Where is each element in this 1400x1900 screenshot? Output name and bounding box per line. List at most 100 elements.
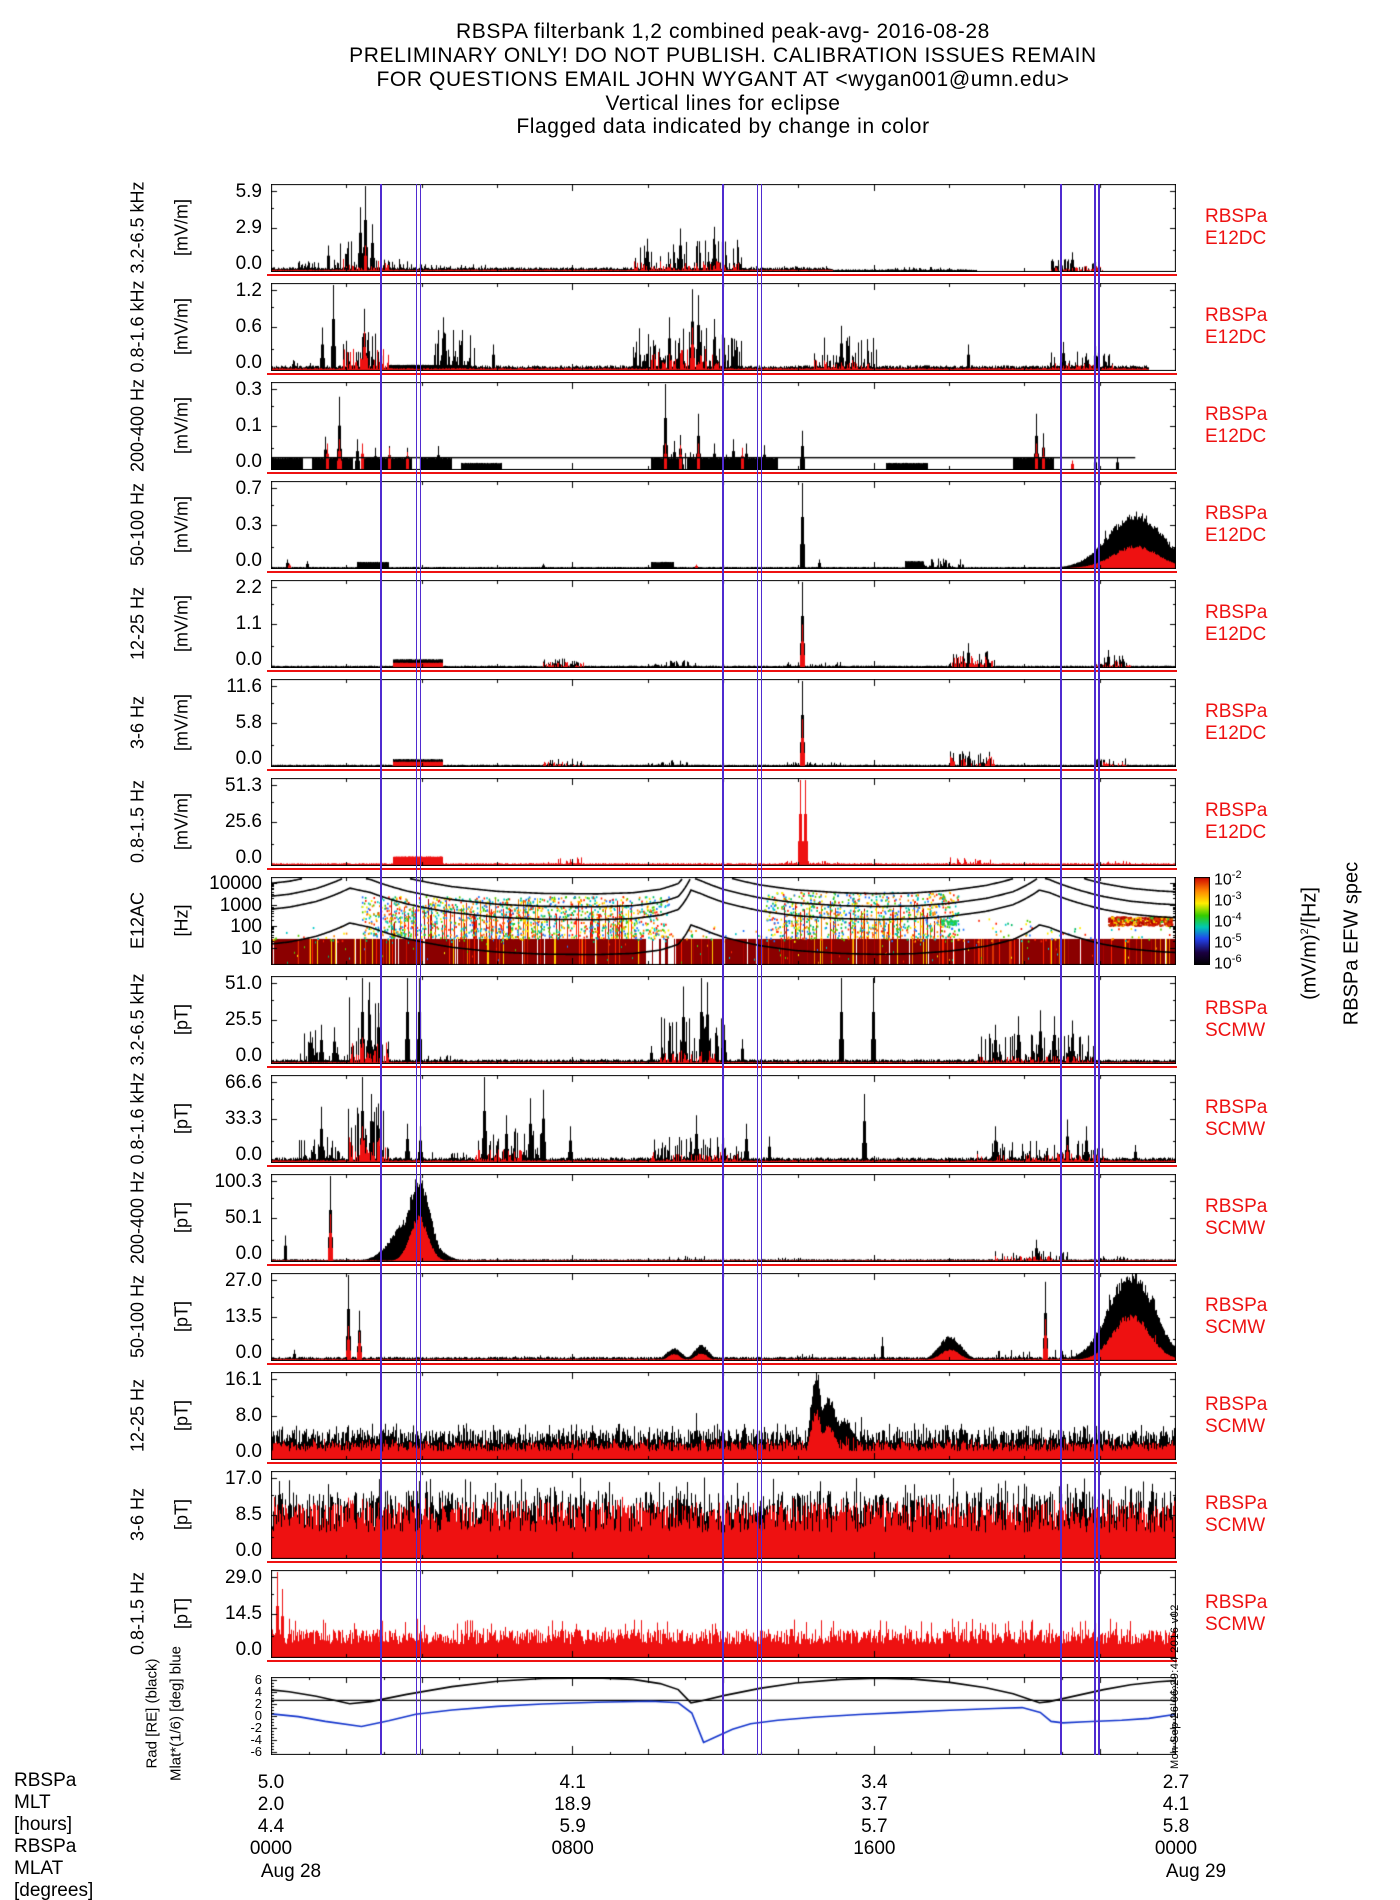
eclipse-line-3 <box>721 184 725 1755</box>
ytick-ephemeris-6: -6 <box>250 1744 262 1759</box>
ytick-e12dc-0p8-1p5-hz-0: 51.3 <box>225 775 262 796</box>
footer-row5-col4: Aug 29 <box>1165 1861 1227 1882</box>
ytick-e12dc-12-25-hz-0: 2.2 <box>235 577 262 598</box>
footer-row2-col3: 3.7 <box>861 1794 888 1815</box>
footer-row2-col1: 2.0 <box>257 1794 285 1815</box>
ytick-e12ac-spectrogram-3: 10 <box>240 937 262 959</box>
ytick-e12dc-3-6-hz-2: 0.0 <box>235 748 262 769</box>
right-label-scmw-50-100-hz: RBSPa SCMW <box>1205 1295 1268 1338</box>
eclipse-line-8 <box>1098 184 1100 1755</box>
right-label-e12dc-12-25-hz: RBSPa E12DC <box>1205 602 1268 645</box>
ytick-ephemeris-4: -2 <box>250 1720 262 1735</box>
ylabel-ephemeris-mlat: Mlat*(1/6) [deg] blue <box>167 1645 185 1782</box>
ytick-ephemeris-0: 6 <box>254 1672 262 1687</box>
ytick-e12ac-spectrogram-0: 10000 <box>209 873 262 894</box>
ytick-scmw-50-100-hz-1: 13.5 <box>225 1306 262 1327</box>
ytick-ephemeris-3: 0 <box>254 1708 262 1723</box>
right-label-scmw-3-6-hz: RBSPa SCMW <box>1205 1493 1268 1536</box>
ytick-e12dc-3-6-hz-0: 11.6 <box>226 676 262 697</box>
ytick-scmw-3-6-hz-1: 8.5 <box>235 1504 262 1525</box>
ytick-e12dc-3p2-6p5-khz-0: 5.9 <box>235 181 262 202</box>
ytick-e12dc-0p8-1p5-hz-2: 0.0 <box>235 847 262 868</box>
right-label-e12dc-3-6-hz: RBSPa E12DC <box>1205 701 1268 744</box>
footer-legend-5: [degrees] <box>14 1880 94 1900</box>
ytick-scmw-12-25-hz-0: 16.1 <box>225 1369 262 1390</box>
ytick-scmw-0p8-1p6-khz-0: 66.6 <box>225 1072 262 1093</box>
right-label-e12dc-0p8-1p6-khz: RBSPa E12DC <box>1205 305 1268 348</box>
ytick-ephemeris-5: -4 <box>250 1732 262 1747</box>
colorbar-tick--4: 10-4 <box>1214 911 1242 931</box>
footer-row1-col2: 4.1 <box>559 1772 586 1793</box>
eclipse-line-7 <box>1094 184 1097 1755</box>
right-label-scmw-200-400-hz: RBSPa SCMW <box>1205 1196 1268 1239</box>
ytick-e12dc-200-400-hz-0: 0.3 <box>235 379 262 400</box>
ytick-e12dc-200-400-hz-1: 0.1 <box>235 415 262 436</box>
right-label-scmw-3p2-6p5-khz: RBSPa SCMW <box>1205 998 1268 1041</box>
ytick-scmw-200-400-hz-1: 50.1 <box>225 1207 262 1228</box>
ytick-e12dc-50-100-hz-2: 0.0 <box>235 550 262 571</box>
footer-legend-1: MLT <box>14 1792 51 1813</box>
footer-row3-col3: 5.7 <box>861 1816 888 1837</box>
ytick-scmw-0p8-1p5-hz-1: 14.5 <box>225 1603 262 1624</box>
eclipse-line-1 <box>415 184 417 1755</box>
footer-legend-4: MLAT <box>14 1858 64 1879</box>
ytick-scmw-200-400-hz-2: 0.0 <box>235 1243 262 1264</box>
ytick-scmw-3-6-hz-0: 17.0 <box>225 1468 262 1489</box>
footer-row5-col1: Aug 28 <box>260 1861 322 1882</box>
eclipse-line-0 <box>379 184 383 1755</box>
ytick-scmw-0p8-1p6-khz-2: 0.0 <box>235 1144 262 1165</box>
eclipse-line-5 <box>760 184 763 1755</box>
footer-row3-col2: 5.9 <box>559 1816 586 1837</box>
title-flagged-note: Flagged data indicated by change in colo… <box>516 115 930 138</box>
ytick-e12dc-3p2-6p5-khz-2: 0.0 <box>235 253 262 274</box>
colorbar-tick--6: 10-6 <box>1214 953 1242 973</box>
footer-row4-col4: 0000 <box>1154 1838 1198 1859</box>
ytick-e12dc-3-6-hz-1: 5.8 <box>235 712 262 733</box>
right-label-scmw-0p8-1p5-hz: RBSPa SCMW <box>1205 1592 1268 1635</box>
right-label-scmw-0p8-1p6-khz: RBSPa SCMW <box>1205 1097 1268 1140</box>
footer-row1-col4: 2.7 <box>1162 1772 1190 1793</box>
ytick-scmw-0p8-1p5-hz-0: 29.0 <box>225 1567 262 1588</box>
ytick-scmw-0p8-1p5-hz-2: 0.0 <box>235 1639 262 1660</box>
ytick-scmw-3p2-6p5-khz-2: 0.0 <box>235 1045 262 1066</box>
ytick-scmw-3p2-6p5-khz-0: 51.0 <box>225 973 262 994</box>
footer-row2-col2: 18.9 <box>554 1794 592 1815</box>
ytick-scmw-50-100-hz-0: 27.0 <box>225 1270 262 1291</box>
footer-row1-col3: 3.4 <box>861 1772 888 1793</box>
ytick-e12dc-12-25-hz-2: 0.0 <box>235 649 262 670</box>
right-label-e12dc-50-100-hz: RBSPa E12DC <box>1205 503 1268 546</box>
ytick-scmw-3p2-6p5-khz-1: 25.5 <box>225 1009 262 1030</box>
footer-legend-3: RBSPa <box>14 1836 77 1857</box>
ytick-e12dc-0p8-1p5-hz-1: 25.6 <box>225 811 262 832</box>
colorbar-unit-label: (mV/m)2/[Hz] <box>1298 887 1321 1000</box>
colorbar-tick--5: 10-5 <box>1214 932 1242 952</box>
ytick-e12dc-50-100-hz-1: 0.3 <box>235 514 262 535</box>
footer-row4-col2: 0800 <box>551 1838 594 1859</box>
ytick-scmw-12-25-hz-2: 0.0 <box>235 1441 262 1462</box>
eclipse-line-2 <box>419 184 421 1755</box>
ytick-scmw-0p8-1p6-khz-1: 33.3 <box>225 1108 262 1129</box>
ytick-scmw-12-25-hz-1: 8.0 <box>235 1405 262 1426</box>
right-label-scmw-12-25-hz: RBSPa SCMW <box>1205 1394 1268 1437</box>
ytick-e12ac-spectrogram-2: 100 <box>230 916 262 937</box>
plot-timestamp: Mon Sep 26 06:29:44 2016 v02 <box>1169 1604 1181 1769</box>
right-label-e12dc-3p2-6p5-khz: RBSPa E12DC <box>1205 206 1268 249</box>
footer-row4-col3: 1600 <box>853 1838 896 1859</box>
footer-row4-col1: 0000 <box>249 1838 293 1859</box>
colorbar-tick--3: 10-3 <box>1214 890 1242 910</box>
ylabel-ephemeris-rad: Rad [RE] (black) <box>143 1658 161 1769</box>
footer-row3-col1: 4.4 <box>257 1816 285 1837</box>
title-eclipse-note: Vertical lines for eclipse <box>605 92 841 115</box>
right-label-e12dc-0p8-1p5-hz: RBSPa E12DC <box>1205 800 1268 843</box>
spectrogram-colorbar <box>1194 877 1210 965</box>
ytick-e12dc-50-100-hz-0: 0.7 <box>235 478 262 499</box>
ytick-scmw-3-6-hz-2: 0.0 <box>235 1540 262 1561</box>
ytick-ephemeris-2: 2 <box>254 1696 262 1711</box>
footer-legend-0: RBSPa <box>14 1770 77 1791</box>
footer-row2-col4: 4.1 <box>1162 1794 1190 1815</box>
footer-row3-col4: 5.8 <box>1162 1816 1190 1837</box>
eclipse-line-6 <box>1059 184 1063 1755</box>
title-warning: PRELIMINARY ONLY! DO NOT PUBLISH. CALIBR… <box>349 44 1097 67</box>
spectrogram-source-label: RBSPa EFW spec <box>1340 861 1363 1026</box>
